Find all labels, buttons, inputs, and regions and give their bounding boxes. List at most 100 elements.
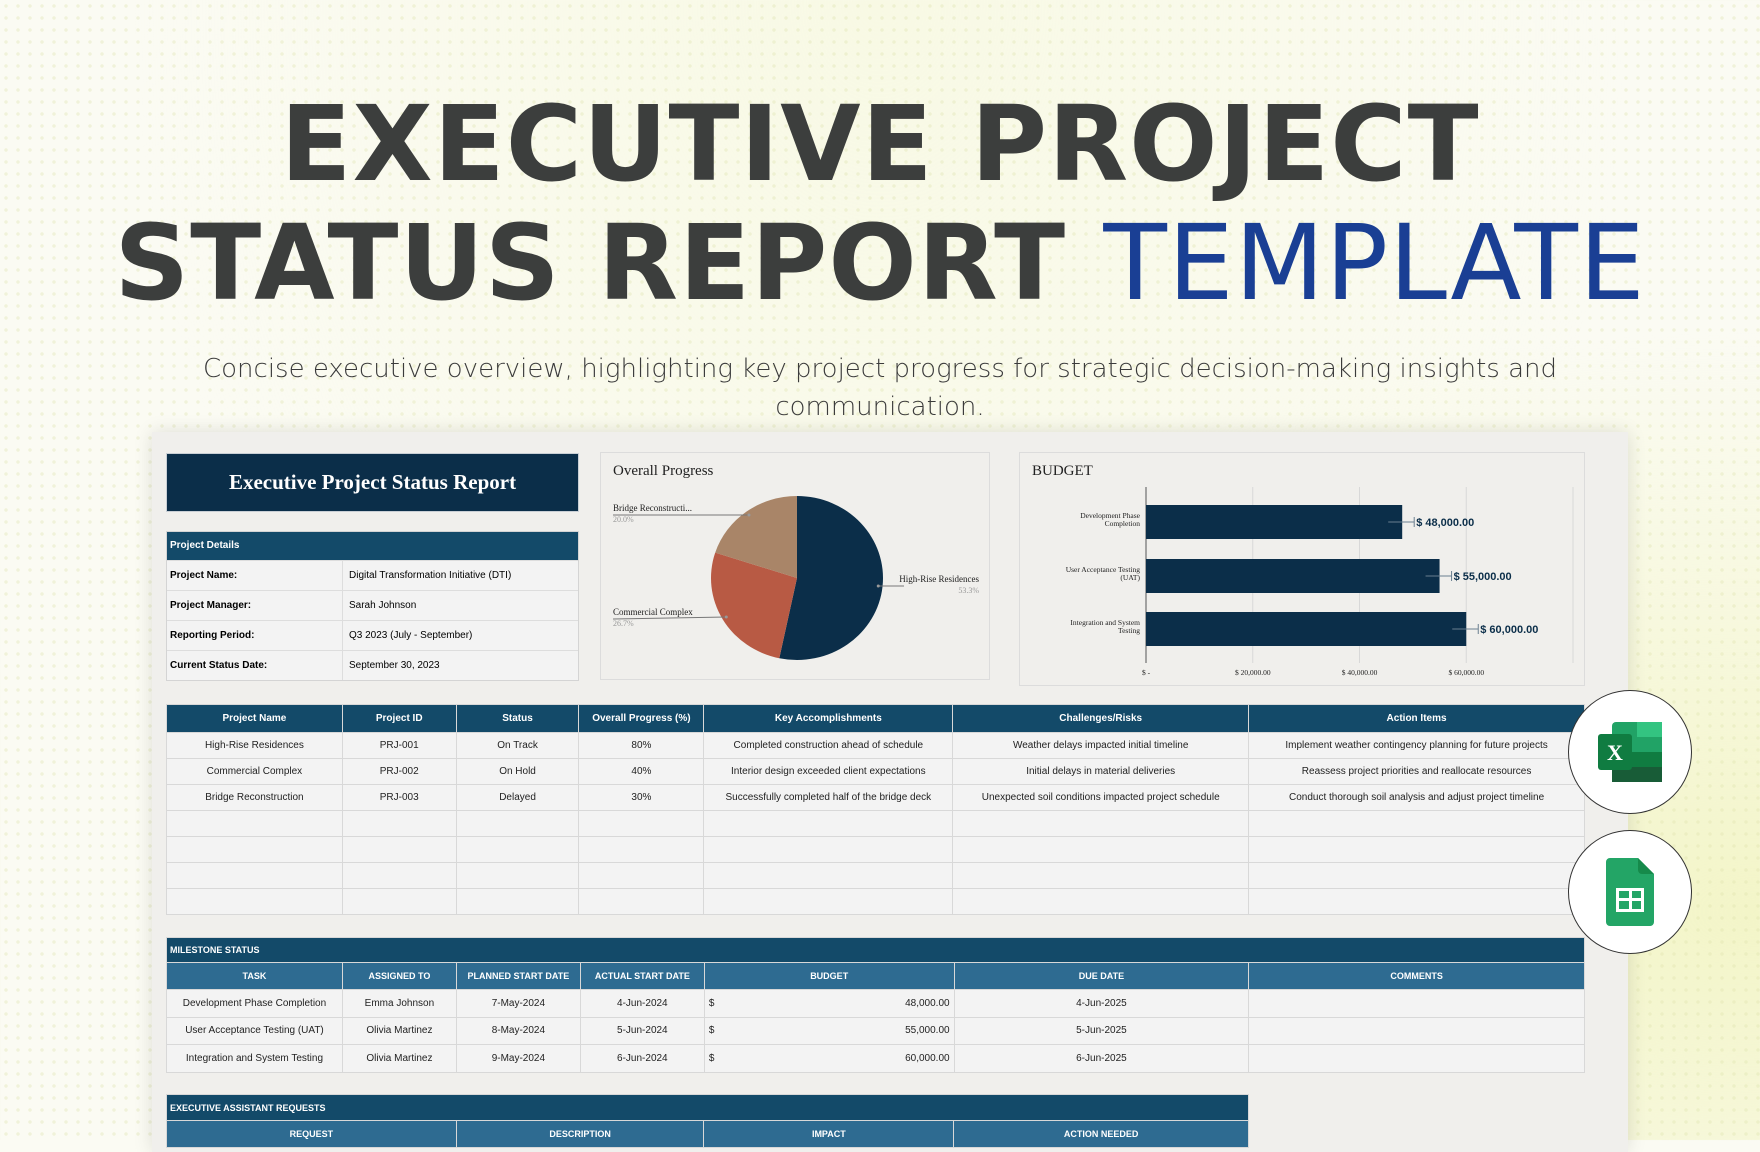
- milestone-task[interactable]: Integration and System Testing: [167, 1045, 343, 1073]
- column-header: Action Items: [1249, 705, 1585, 733]
- table-cell[interactable]: [579, 863, 704, 889]
- table-cell[interactable]: On Hold: [456, 759, 579, 785]
- table-cell[interactable]: Reassess project priorities and realloca…: [1249, 759, 1585, 785]
- table-cell[interactable]: [342, 889, 456, 915]
- bar-category-label: Testing: [1118, 626, 1140, 635]
- detail-label: Reporting Period:: [167, 621, 343, 650]
- hero-title-line1: EXECUTIVE PROJECT: [0, 92, 1760, 196]
- table-cell[interactable]: Completed construction ahead of schedule: [704, 733, 953, 759]
- table-cell[interactable]: 30%: [579, 785, 704, 811]
- table-cell[interactable]: Weather delays impacted initial timeline: [953, 733, 1249, 759]
- column-header: Overall Progress (%): [579, 705, 704, 733]
- table-cell[interactable]: PRJ-001: [342, 733, 456, 759]
- table-cell[interactable]: [342, 837, 456, 863]
- milestone-budget[interactable]: $60,000.00: [704, 1045, 954, 1073]
- table-cell[interactable]: 80%: [579, 733, 704, 759]
- table-cell[interactable]: 40%: [579, 759, 704, 785]
- detail-value: September 30, 2023: [343, 660, 440, 671]
- detail-value: Q3 2023 (July - September): [343, 630, 472, 641]
- detail-row: Project Manager:Sarah Johnson: [167, 590, 578, 620]
- table-cell[interactable]: [704, 811, 953, 837]
- table-cell[interactable]: [953, 863, 1249, 889]
- table-cell[interactable]: [953, 837, 1249, 863]
- table-cell[interactable]: [456, 863, 579, 889]
- table-cell[interactable]: [704, 837, 953, 863]
- milestone-due[interactable]: 6-Jun-2025: [954, 1045, 1249, 1073]
- milestone-comments[interactable]: [1249, 1017, 1585, 1045]
- svg-text:X: X: [1607, 740, 1623, 765]
- table-cell[interactable]: [1249, 811, 1585, 837]
- x-tick-label: $ 60,000.00: [1448, 668, 1484, 677]
- hero-subtitle: Concise executive overview, highlighting…: [200, 350, 1560, 426]
- table-cell[interactable]: [456, 837, 579, 863]
- table-cell[interactable]: [167, 889, 343, 915]
- table-cell[interactable]: Bridge Reconstruction: [167, 785, 343, 811]
- table-cell[interactable]: PRJ-003: [342, 785, 456, 811]
- milestone-assigned[interactable]: Olivia Martinez: [342, 1017, 456, 1045]
- table-cell[interactable]: On Track: [456, 733, 579, 759]
- table-cell[interactable]: [579, 889, 704, 915]
- table-cell[interactable]: [167, 811, 343, 837]
- table-cell[interactable]: [953, 889, 1249, 915]
- table-cell[interactable]: [167, 837, 343, 863]
- milestone-actual[interactable]: 4-Jun-2024: [580, 990, 704, 1018]
- google-sheets-download-button[interactable]: [1568, 830, 1692, 954]
- table-cell[interactable]: [342, 863, 456, 889]
- table-cell[interactable]: Commercial Complex: [167, 759, 343, 785]
- project-details-table: Project Details Project Name:Digital Tra…: [166, 531, 579, 681]
- table-cell[interactable]: [704, 889, 953, 915]
- milestone-due[interactable]: 5-Jun-2025: [954, 1017, 1249, 1045]
- table-cell[interactable]: [1249, 889, 1585, 915]
- milestone-assigned[interactable]: Olivia Martinez: [342, 1045, 456, 1073]
- table-cell[interactable]: Initial delays in material deliveries: [953, 759, 1249, 785]
- table-cell[interactable]: [579, 837, 704, 863]
- budget-amount: 55,000.00: [905, 1025, 950, 1036]
- table-cell[interactable]: Unexpected soil conditions impacted proj…: [953, 785, 1249, 811]
- budget-bar: [1146, 559, 1440, 593]
- table-cell[interactable]: [1249, 837, 1585, 863]
- column-header: Project Name: [167, 705, 343, 733]
- milestone-task[interactable]: User Acceptance Testing (UAT): [167, 1017, 343, 1045]
- table-cell[interactable]: [456, 811, 579, 837]
- milestone-actual[interactable]: 6-Jun-2024: [580, 1045, 704, 1073]
- table-cell[interactable]: [704, 863, 953, 889]
- table-cell[interactable]: High-Rise Residences: [167, 733, 343, 759]
- milestone-comments[interactable]: [1249, 1045, 1585, 1073]
- bar-data-label: $ 60,000.00: [1480, 624, 1538, 636]
- table-cell[interactable]: Conduct thorough soil analysis and adjus…: [1249, 785, 1585, 811]
- table-cell[interactable]: Interior design exceeded client expectat…: [704, 759, 953, 785]
- column-header: BUDGET: [704, 963, 954, 990]
- milestone-actual[interactable]: 5-Jun-2024: [580, 1017, 704, 1045]
- column-header: Project ID: [342, 705, 456, 733]
- milestone-comments[interactable]: [1249, 990, 1585, 1018]
- milestone-budget[interactable]: $48,000.00: [704, 990, 954, 1018]
- currency-symbol: $: [709, 1025, 715, 1036]
- milestone-planned[interactable]: 9-May-2024: [456, 1045, 580, 1073]
- milestone-task[interactable]: Development Phase Completion: [167, 990, 343, 1018]
- milestone-planned[interactable]: 8-May-2024: [456, 1017, 580, 1045]
- pie-value-label: 20.0%: [613, 515, 634, 524]
- column-header: IMPACT: [704, 1121, 954, 1148]
- table-cell[interactable]: PRJ-002: [342, 759, 456, 785]
- milestone-planned[interactable]: 7-May-2024: [456, 990, 580, 1018]
- table-cell[interactable]: [953, 811, 1249, 837]
- column-header: Status: [456, 705, 579, 733]
- table-cell[interactable]: [167, 863, 343, 889]
- detail-row: Current Status Date:September 30, 2023: [167, 650, 578, 680]
- excel-download-button[interactable]: X: [1568, 690, 1692, 814]
- table-cell[interactable]: [579, 811, 704, 837]
- column-header: COMMENTS: [1249, 963, 1585, 990]
- excel-icon: X: [1594, 716, 1666, 788]
- milestone-budget[interactable]: $55,000.00: [704, 1017, 954, 1045]
- table-cell[interactable]: [1249, 863, 1585, 889]
- table-cell[interactable]: [342, 811, 456, 837]
- table-cell[interactable]: Successfully completed half of the bridg…: [704, 785, 953, 811]
- table-cell[interactable]: Implement weather contingency planning f…: [1249, 733, 1585, 759]
- milestone-due[interactable]: 4-Jun-2025: [954, 990, 1249, 1018]
- pie-chart-title: Overall Progress: [613, 463, 713, 480]
- milestone-assigned[interactable]: Emma Johnson: [342, 990, 456, 1018]
- table-cell[interactable]: [456, 889, 579, 915]
- table-cell[interactable]: Delayed: [456, 785, 579, 811]
